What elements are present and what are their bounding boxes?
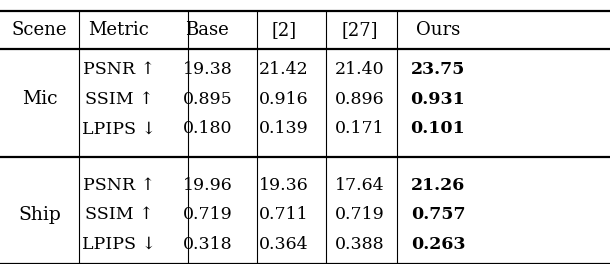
Text: 19.36: 19.36 bbox=[259, 177, 309, 194]
Text: 0.719: 0.719 bbox=[335, 206, 385, 223]
Text: 0.896: 0.896 bbox=[335, 91, 385, 107]
Text: 0.757: 0.757 bbox=[411, 206, 465, 223]
Text: Ours: Ours bbox=[416, 21, 460, 39]
Text: 0.139: 0.139 bbox=[259, 120, 309, 137]
Text: 0.364: 0.364 bbox=[259, 236, 309, 253]
Text: 21.40: 21.40 bbox=[335, 61, 385, 78]
Text: 17.64: 17.64 bbox=[335, 177, 385, 194]
Text: 0.171: 0.171 bbox=[335, 120, 385, 137]
Text: PSNR ↑: PSNR ↑ bbox=[83, 61, 155, 78]
Text: 0.180: 0.180 bbox=[182, 120, 232, 137]
Text: Ship: Ship bbox=[18, 205, 61, 224]
Text: LPIPS ↓: LPIPS ↓ bbox=[82, 236, 156, 253]
Text: Mic: Mic bbox=[22, 90, 57, 108]
Text: [27]: [27] bbox=[342, 21, 378, 39]
Text: 0.711: 0.711 bbox=[259, 206, 309, 223]
Text: 0.719: 0.719 bbox=[182, 206, 232, 223]
Text: 23.75: 23.75 bbox=[411, 61, 465, 78]
Text: 0.388: 0.388 bbox=[335, 236, 385, 253]
Text: 0.895: 0.895 bbox=[182, 91, 232, 107]
Text: 0.318: 0.318 bbox=[182, 236, 232, 253]
Text: LPIPS ↓: LPIPS ↓ bbox=[82, 120, 156, 137]
Text: 19.96: 19.96 bbox=[182, 177, 232, 194]
Text: Metric: Metric bbox=[88, 21, 149, 39]
Text: SSIM ↑: SSIM ↑ bbox=[85, 91, 153, 107]
Text: 0.101: 0.101 bbox=[411, 120, 465, 137]
Text: PSNR ↑: PSNR ↑ bbox=[83, 177, 155, 194]
Text: SSIM ↑: SSIM ↑ bbox=[85, 206, 153, 223]
Text: 0.931: 0.931 bbox=[411, 91, 465, 107]
Text: 0.916: 0.916 bbox=[259, 91, 309, 107]
Text: [2]: [2] bbox=[271, 21, 296, 39]
Text: Scene: Scene bbox=[12, 21, 67, 39]
Text: Base: Base bbox=[185, 21, 229, 39]
Text: 21.42: 21.42 bbox=[259, 61, 309, 78]
Text: 21.26: 21.26 bbox=[411, 177, 465, 194]
Text: 19.38: 19.38 bbox=[182, 61, 232, 78]
Text: 0.263: 0.263 bbox=[411, 236, 465, 253]
